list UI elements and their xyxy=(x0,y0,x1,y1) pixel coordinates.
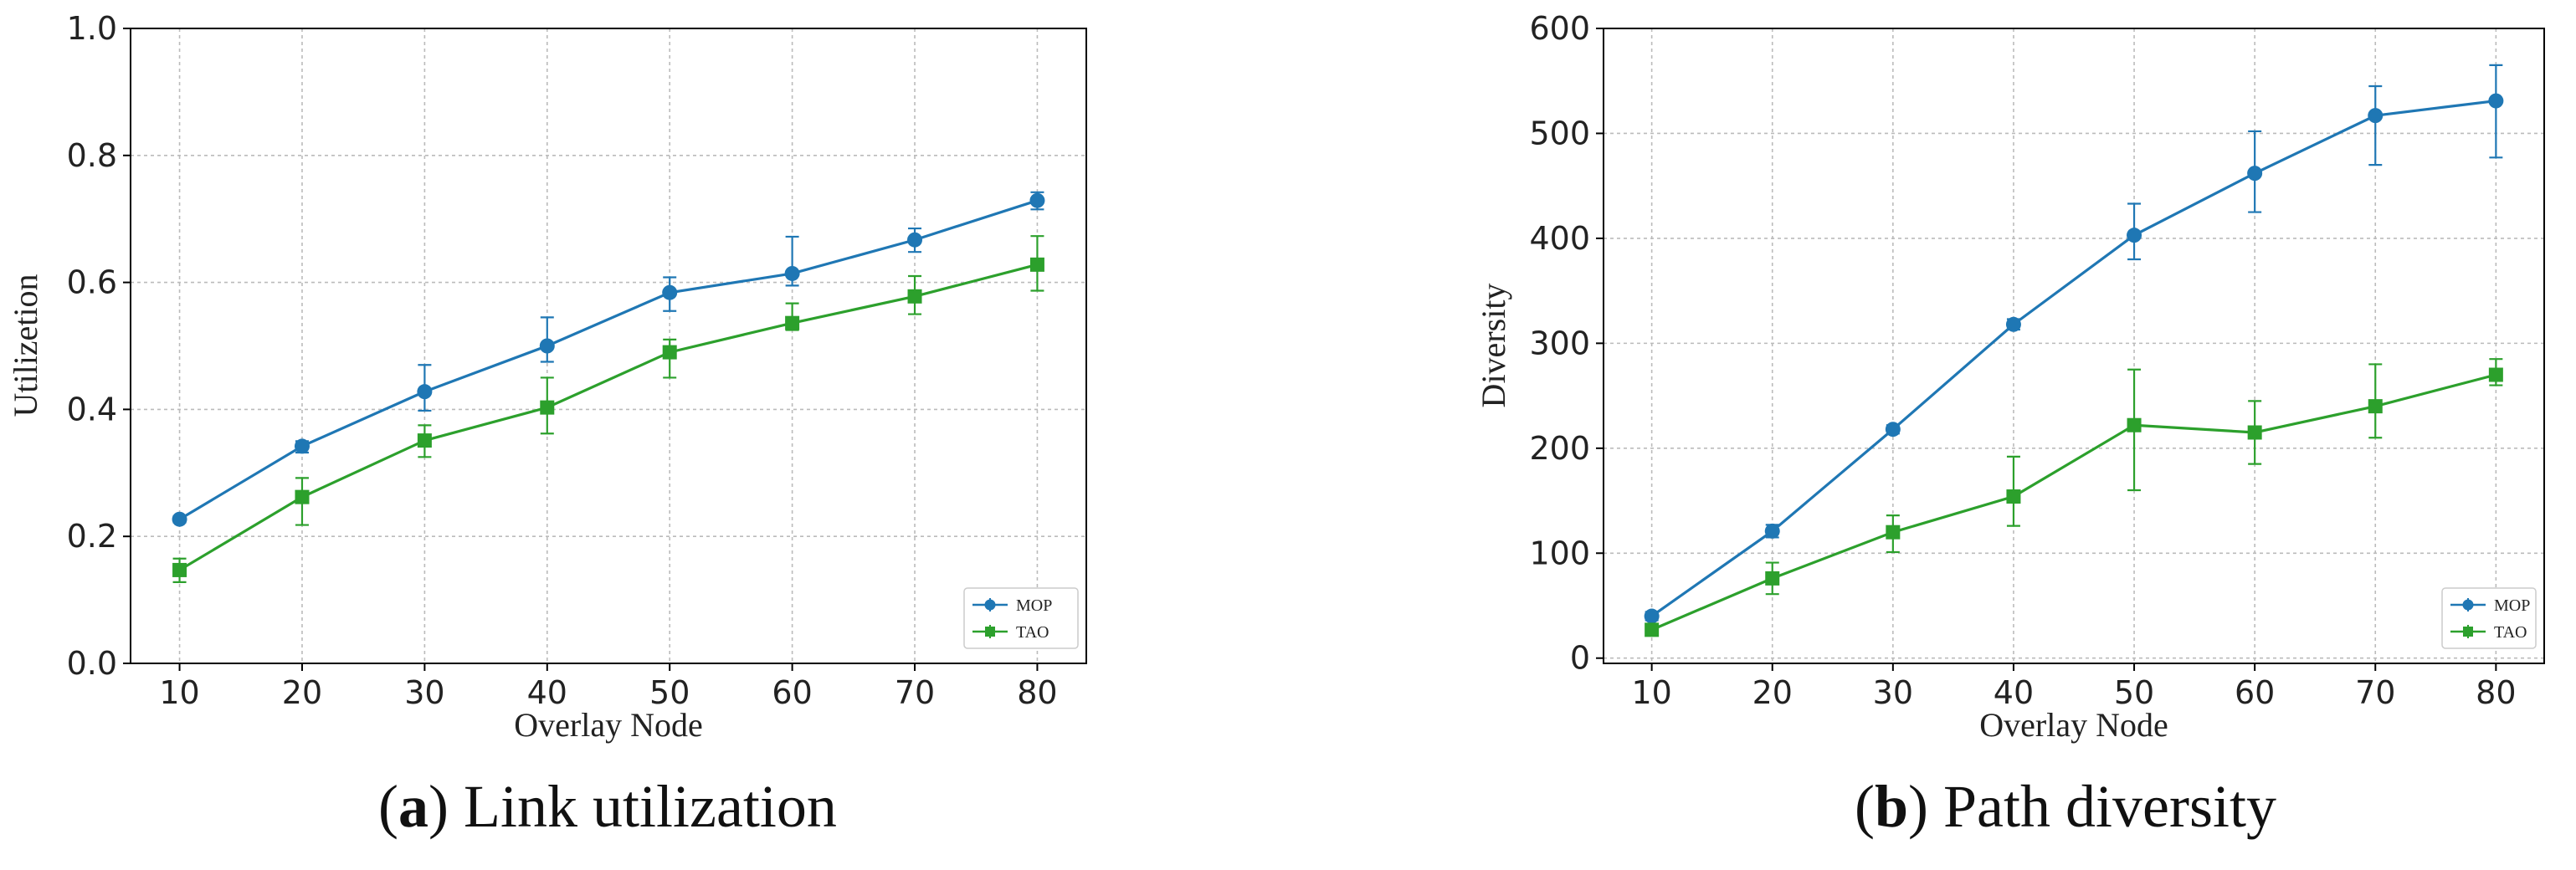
chart-panel-a: 0.0 0.2 0.4 0.6 0.8 1.0 10 20 30 40 50 60 70 80 Overla… xyxy=(7,10,1087,840)
series-tao xyxy=(172,235,1044,583)
panel-caption: (a) Link utilization xyxy=(378,773,837,840)
data-point xyxy=(2127,417,2142,432)
data-point xyxy=(662,284,678,300)
legend-swatch-marker xyxy=(2462,599,2474,611)
legend-label: TAO xyxy=(1016,623,1049,642)
data-point xyxy=(417,384,433,400)
data-point xyxy=(1644,608,1660,624)
series-line xyxy=(178,199,1038,521)
chart-panel-b: 0 100 200 300 400 500 600 10 20 30 40 50 60 70 80 Overl… xyxy=(1475,10,2545,840)
data-point xyxy=(2006,489,2021,504)
x-tick-label: 40 xyxy=(1994,674,2034,711)
data-point xyxy=(539,338,555,354)
data-point xyxy=(2247,166,2263,182)
plot-frame xyxy=(130,28,1087,664)
y-tick-label: 0.6 xyxy=(67,264,117,301)
data-point xyxy=(172,562,187,577)
x-tick-label: 80 xyxy=(1017,674,1057,711)
y-tick-label: 0.4 xyxy=(67,391,117,427)
series-line xyxy=(178,263,1038,571)
data-point xyxy=(784,265,800,281)
y-tick-label: 500 xyxy=(1529,115,1590,151)
legend-swatch-marker xyxy=(984,599,996,611)
data-point xyxy=(1885,422,1901,438)
x-axis-label: Overlay Node xyxy=(514,706,702,744)
caption-letter: a xyxy=(398,773,428,840)
legend-label: MOP xyxy=(1016,596,1052,615)
data-point xyxy=(2488,367,2503,382)
y-tick-label: 0.0 xyxy=(67,645,117,682)
data-point xyxy=(1886,525,1901,540)
data-point xyxy=(2247,425,2262,440)
legend-label: TAO xyxy=(2494,623,2527,642)
data-point xyxy=(1764,523,1780,539)
data-point xyxy=(172,511,187,527)
x-tick-label: 30 xyxy=(1873,674,1913,711)
series-line xyxy=(1651,373,2496,632)
x-tick-label: 60 xyxy=(2235,674,2275,711)
series-line xyxy=(1650,99,2496,617)
data-point xyxy=(417,433,432,448)
data-point xyxy=(785,315,800,330)
grid xyxy=(1604,28,2544,663)
series-tao xyxy=(1645,358,2503,637)
x-tick-label: 30 xyxy=(404,674,444,711)
data-point xyxy=(295,489,310,504)
plot-frame xyxy=(1603,28,2545,664)
legend-label: MOP xyxy=(2494,596,2530,615)
data-point xyxy=(540,400,555,415)
legend: MOP TAO xyxy=(2441,587,2537,649)
data-point xyxy=(1029,192,1045,208)
legend-swatch-marker xyxy=(2463,627,2473,637)
x-tick-label: 50 xyxy=(2114,674,2154,711)
data-point xyxy=(1645,622,1660,637)
y-axis-label: Diversity xyxy=(1475,284,1512,408)
series-mop xyxy=(1644,64,2504,624)
y-tick-label: 100 xyxy=(1529,535,1590,571)
y-tick-label: 0.2 xyxy=(67,518,117,555)
data-point xyxy=(2368,108,2384,124)
y-tick-label: 0 xyxy=(1570,640,1590,677)
grid xyxy=(131,28,1086,664)
x-tick-label: 40 xyxy=(527,674,567,711)
data-point xyxy=(1029,257,1044,272)
data-point xyxy=(907,232,923,248)
y-tick-label: 1.0 xyxy=(67,10,117,47)
data-point xyxy=(1765,571,1780,586)
x-tick-label: 10 xyxy=(159,674,199,711)
data-point xyxy=(294,438,310,454)
legend: MOP TAO xyxy=(963,587,1079,649)
y-tick-label: 200 xyxy=(1529,430,1590,467)
data-point xyxy=(2127,228,2142,243)
x-tick-label: 20 xyxy=(1752,674,1793,711)
data-point xyxy=(2005,316,2021,332)
y-tick-label: 600 xyxy=(1529,10,1590,47)
caption-letter: b xyxy=(1875,773,1908,840)
data-point xyxy=(907,289,922,304)
x-tick-label: 20 xyxy=(282,674,322,711)
y-axis-label: Utilizetion xyxy=(7,274,44,417)
x-tick-label: 70 xyxy=(895,674,935,711)
data-point xyxy=(2488,93,2504,109)
y-tick-label: 0.8 xyxy=(67,137,117,174)
x-tick-label: 50 xyxy=(649,674,690,711)
legend-swatch-marker xyxy=(985,627,995,637)
x-tick-label: 10 xyxy=(1631,674,1671,711)
x-axis-label: Overlay Node xyxy=(1979,706,2168,744)
data-point xyxy=(662,345,677,360)
y-tick-label: 300 xyxy=(1529,325,1590,361)
series-mop xyxy=(172,191,1045,527)
panel-caption: (b) Path diversity xyxy=(1855,773,2276,840)
x-tick-label: 80 xyxy=(2476,674,2516,711)
x-tick-label: 60 xyxy=(772,674,812,711)
y-tick-label: 400 xyxy=(1529,220,1590,257)
x-tick-label: 70 xyxy=(2355,674,2395,711)
data-point xyxy=(2368,399,2383,414)
